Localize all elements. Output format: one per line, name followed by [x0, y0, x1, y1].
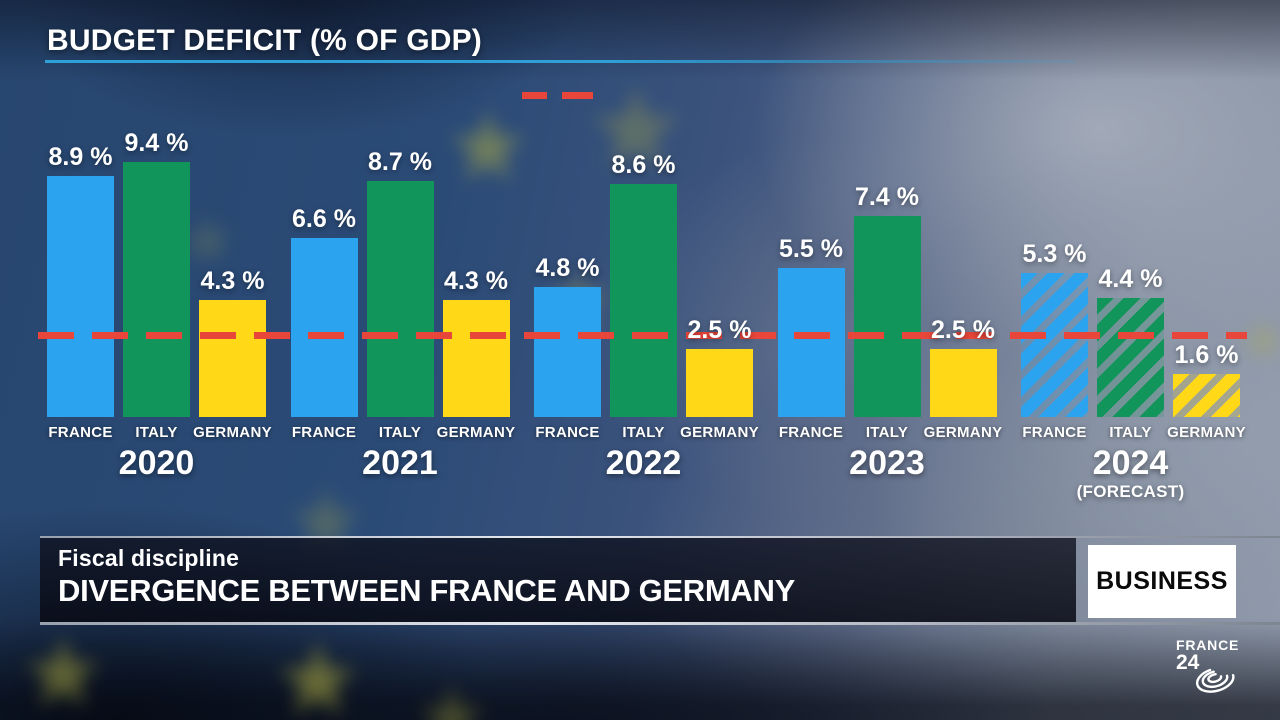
country-label: GERMANY — [436, 424, 516, 441]
year-label: 2021 — [362, 444, 438, 482]
star-icon: ★ — [584, 65, 688, 194]
country-label: GERMANY — [1167, 424, 1246, 441]
france24-logo-number: 24 — [1176, 651, 1200, 674]
value-label: 1.6 % — [1174, 341, 1239, 369]
country-label: GERMANY — [193, 424, 272, 441]
year-label: 2022 — [605, 444, 682, 482]
bar-italy-2021: 8.7 % ITALY — [366, 148, 434, 441]
year-group-2022: 4.8 % FRANCE 8.6 % ITALY 2.5 % GERMANY 2022 — [534, 151, 759, 482]
bar-germany-2023: 2.5 % GERMANY — [924, 316, 1002, 441]
budget-deficit-bar-chart: 8.9 % FRANCE 9.4 % ITALY 4.3 % GERMANY 2020 6.6… — [38, 0, 1247, 501]
france24-logo-text: FRANCE — [1176, 637, 1240, 653]
bar-germany-2020: 4.3 % GERMANY — [193, 267, 271, 441]
forecast-note: (FORECAST) — [1076, 482, 1185, 501]
deficit-limit-dashes — [522, 92, 593, 99]
bar-france-2021: 6.6 % FRANCE — [290, 205, 358, 441]
value-label: 5.5 % — [779, 235, 843, 263]
bar-italy-2022: 8.6 % ITALY — [610, 151, 677, 441]
banner-bottom-hairline — [40, 622, 1280, 625]
star-icon: ★ — [445, 94, 531, 201]
country-label: FRANCE — [535, 424, 600, 441]
country-label: FRANCE — [291, 424, 357, 441]
banner-top-hairline — [40, 536, 1280, 538]
year-group-2020: 8.9 % FRANCE 9.4 % ITALY 4.3 % GERMANY 2020 — [47, 129, 272, 482]
business-badge: BUSINESS — [1088, 545, 1236, 618]
lower-third-banner: Fiscal discipline DIVERGENCE BETWEEN FRA… — [40, 538, 1076, 622]
year-label: 2023 — [849, 444, 925, 482]
title-underline — [45, 60, 1075, 63]
value-label: 9.4 % — [124, 129, 189, 157]
france24-ripple-icon — [1195, 667, 1235, 693]
banner-kicker: Fiscal discipline — [58, 545, 240, 571]
value-label: 4.4 % — [1098, 265, 1163, 293]
bar-france-2020: 8.9 % FRANCE — [47, 143, 114, 441]
three-percent-reference-line — [38, 332, 1247, 339]
star-icon: ★ — [1236, 306, 1280, 373]
chart-title: BUDGET DEFICIT (% OF GDP) — [47, 24, 482, 57]
year-label: 2020 — [118, 444, 195, 482]
value-label: 8.6 % — [611, 151, 676, 179]
bar-france-2024-forecast: 5.3 % FRANCE — [1021, 240, 1088, 441]
bar-france-2022: 4.8 % FRANCE — [534, 254, 601, 441]
star-icon: ★ — [413, 670, 491, 720]
bar-italy-2024-forecast: 4.4 % ITALY — [1097, 265, 1164, 441]
country-label: ITALY — [865, 424, 909, 441]
banner-headline: DIVERGENCE BETWEEN FRANCE AND GERMANY — [58, 573, 795, 608]
year-group-2024: 5.3 % FRANCE 4.4 % ITALY 1.6 % GERMANY 2024 (FO… — [1021, 240, 1246, 501]
value-label: 8.7 % — [368, 148, 432, 176]
bar-germany-2024-forecast: 1.6 % GERMANY — [1167, 341, 1245, 441]
country-label: FRANCE — [778, 424, 844, 441]
value-label: 5.3 % — [1022, 240, 1087, 268]
value-label: 2.5 % — [687, 316, 752, 344]
red-dash-icon — [562, 92, 593, 99]
value-label: 4.3 % — [444, 267, 508, 295]
country-label: ITALY — [622, 424, 665, 441]
star-icon: ★ — [20, 620, 106, 720]
bar-germany-2022: 2.5 % GERMANY — [680, 316, 758, 441]
value-label: 8.9 % — [48, 143, 113, 171]
country-label: GERMANY — [923, 424, 1003, 441]
country-label: FRANCE — [48, 424, 113, 441]
bar-italy-2023: 7.4 % ITALY — [853, 183, 921, 441]
year-label: 2024 (FORECAST) — [1076, 444, 1185, 501]
france24-logo: FRANCE 24 — [1166, 628, 1238, 698]
country-label: ITALY — [1109, 424, 1152, 441]
value-label: 4.3 % — [200, 267, 265, 295]
country-label: ITALY — [135, 424, 178, 441]
value-label: 7.4 % — [855, 183, 919, 211]
value-label: 6.6 % — [292, 205, 356, 233]
country-label: GERMANY — [680, 424, 759, 441]
country-label: FRANCE — [1022, 424, 1087, 441]
country-label: ITALY — [378, 424, 422, 441]
value-label: 2.5 % — [931, 316, 995, 344]
value-label: 4.8 % — [535, 254, 600, 282]
red-dash-icon — [522, 92, 547, 99]
year-group-2021: 6.6 % FRANCE 8.7 % ITALY 4.3 % GERMANY 2021 — [290, 148, 515, 482]
bar-france-2023: 5.5 % FRANCE — [777, 235, 845, 441]
bar-italy-2020: 9.4 % ITALY — [123, 129, 190, 441]
business-badge-label: BUSINESS — [1096, 567, 1228, 595]
year-group-2023: 5.5 % FRANCE 7.4 % ITALY 2.5 % GERMANY 2023 — [777, 183, 1002, 482]
bar-germany-2021: 4.3 % GERMANY — [437, 267, 515, 441]
star-icon: ★ — [273, 624, 363, 720]
